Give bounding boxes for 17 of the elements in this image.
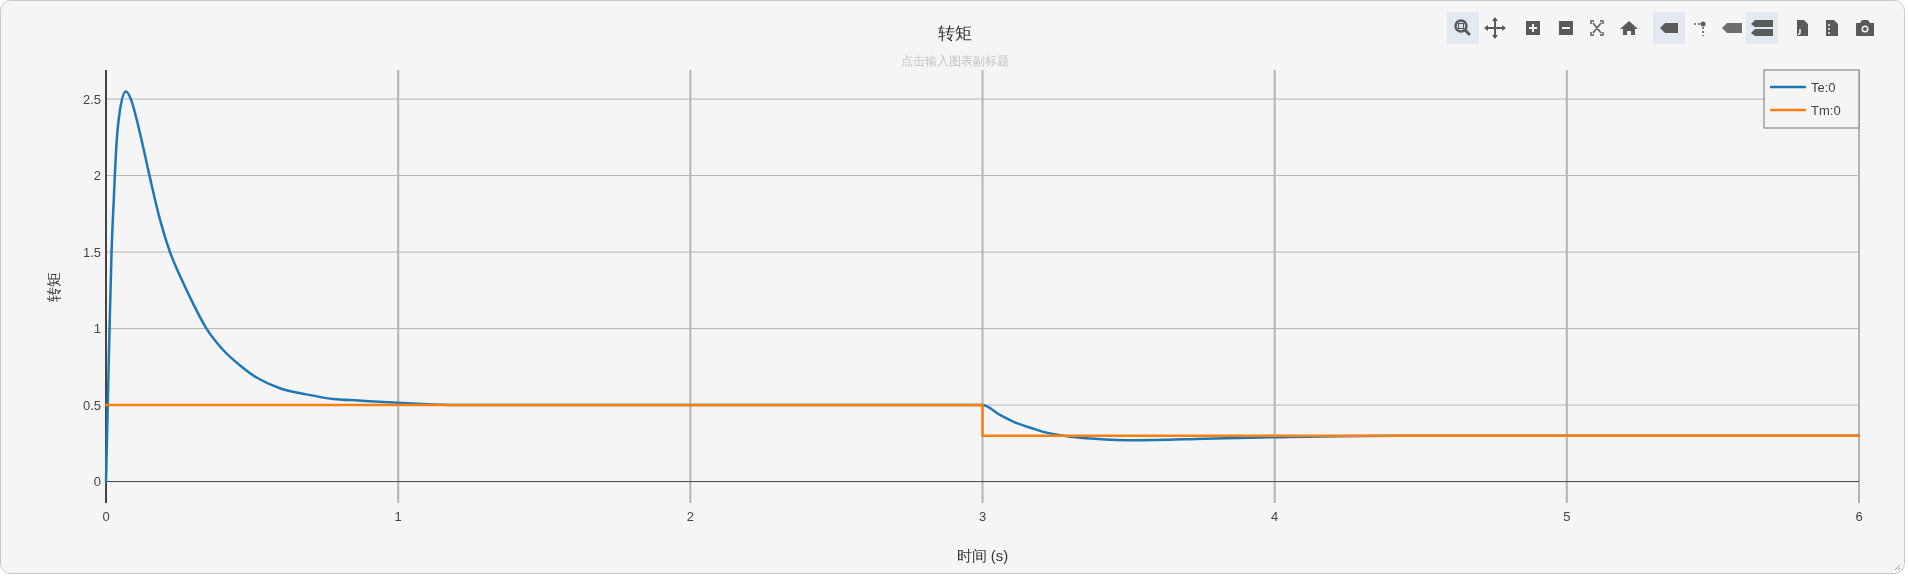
y-tick-label: 2.5 [82,91,101,107]
y-tick-label: 0 [93,474,101,490]
x-tick-label: 2 [686,508,694,524]
x-tick-label: 5 [1563,508,1571,524]
y-tick-label: 0.5 [82,397,101,413]
y-tick-label: 2 [93,168,101,184]
legend-label: Tm:0 [1811,102,1841,118]
y-axis-title: 转矩 [44,271,62,302]
x-tick-label: 1 [394,508,402,524]
x-tick-label: 3 [978,508,987,524]
y-tick-label: 1.5 [82,244,101,260]
chart-title: 转矩 [937,23,972,43]
y-tick-label: 1 [93,321,101,337]
legend-label: Te:0 [1811,79,1836,95]
x-tick-label: 6 [1855,508,1863,524]
x-tick-label: 4 [1271,508,1279,524]
x-axis-title: 时间 (s) [956,546,1009,564]
